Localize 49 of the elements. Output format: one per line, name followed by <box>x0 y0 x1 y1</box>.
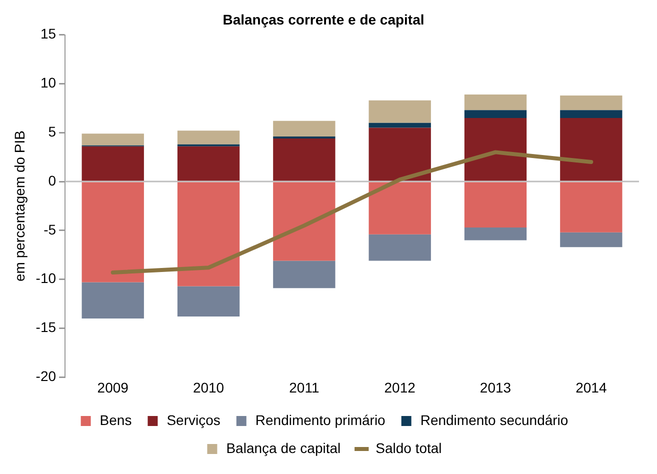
x-tick-label: 2014 <box>576 379 607 396</box>
bar <box>368 234 431 261</box>
bar <box>464 182 527 228</box>
chart-title: Balanças corrente e de capital <box>222 11 424 28</box>
bar <box>273 120 336 137</box>
bar <box>560 95 622 110</box>
bar <box>464 110 527 118</box>
legend-label: Bens <box>100 412 132 428</box>
legend-label: Saldo total <box>376 440 442 456</box>
bar <box>177 130 240 144</box>
y-tick-label: -10 <box>36 270 56 286</box>
bar <box>368 100 431 123</box>
bar <box>82 134 144 146</box>
bar <box>464 118 527 181</box>
y-tick-label: -15 <box>36 319 56 336</box>
bar <box>560 110 622 118</box>
legend-label: Balança de capital <box>226 440 341 456</box>
bar <box>82 282 144 319</box>
x-tick-label: 2011 <box>289 379 320 396</box>
x-tick-label: 2009 <box>97 379 129 396</box>
bar <box>464 228 527 240</box>
y-tick-label: 15 <box>40 26 56 42</box>
y-tick-label: 5 <box>48 123 56 140</box>
y-tick-label: 10 <box>40 74 56 91</box>
bar <box>273 138 336 181</box>
y-tick-label: -20 <box>36 368 56 384</box>
bar <box>560 118 622 181</box>
legend-label: Rendimento primário <box>255 412 386 428</box>
bar <box>82 182 144 282</box>
bar <box>273 182 336 261</box>
bar <box>368 122 431 128</box>
bar <box>177 182 240 286</box>
x-tick-label: 2012 <box>384 379 416 396</box>
legend-label: Serviços <box>166 412 220 428</box>
bar <box>177 286 240 317</box>
bar <box>273 260 336 288</box>
bar <box>368 128 431 181</box>
bar <box>177 146 240 181</box>
legend-label: Rendimento secundário <box>420 412 568 428</box>
x-tick-label: 2010 <box>192 379 224 396</box>
y-axis-title: em percentagem do PIB <box>11 130 28 282</box>
bar <box>368 182 431 234</box>
x-tick-label: 2013 <box>480 379 512 396</box>
bar <box>464 94 527 110</box>
bar <box>82 146 144 181</box>
y-tick-label: -5 <box>44 221 56 238</box>
bar <box>560 182 622 232</box>
bar <box>560 232 622 248</box>
y-tick-label: 0 <box>48 172 56 188</box>
